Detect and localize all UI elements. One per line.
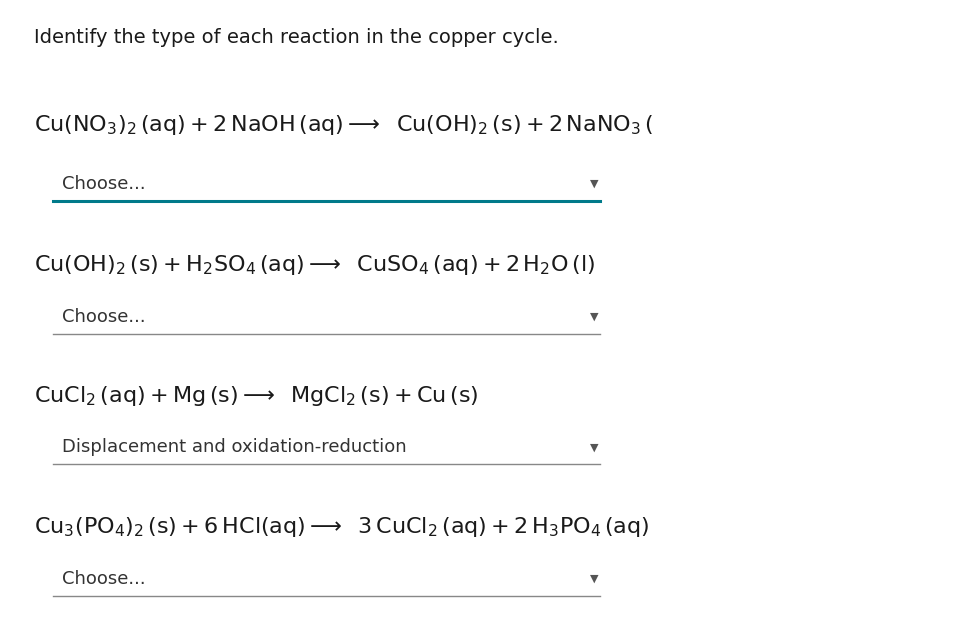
Text: ▼: ▼ [590, 574, 599, 584]
Text: ▼: ▼ [590, 442, 599, 452]
Text: ▼: ▼ [590, 312, 599, 322]
Text: Choose...: Choose... [62, 308, 146, 326]
Text: $\mathrm{Cu_3(PO_4)_2\,(s) + 6\,HCl(aq) \longrightarrow \;\; 3\,CuCl_2\,(aq) + 2: $\mathrm{Cu_3(PO_4)_2\,(s) + 6\,HCl(aq) … [34, 515, 649, 539]
Text: Displacement and oxidation-reduction: Displacement and oxidation-reduction [62, 439, 407, 456]
Text: ▼: ▼ [590, 179, 599, 189]
Text: $\mathrm{CuCl_2\,(aq) + Mg\,(s) \longrightarrow \;\; MgCl_2\,(s) + Cu\,(s)}$: $\mathrm{CuCl_2\,(aq) + Mg\,(s) \longrig… [34, 384, 478, 408]
Text: Identify the type of each reaction in the copper cycle.: Identify the type of each reaction in th… [34, 28, 559, 47]
Text: $\mathrm{Cu(NO_3)_2\,(aq) + 2\,NaOH\,(aq) \longrightarrow \;\; Cu(OH)_2\,(s) + 2: $\mathrm{Cu(NO_3)_2\,(aq) + 2\,NaOH\,(aq… [34, 113, 653, 137]
Text: Choose...: Choose... [62, 175, 146, 193]
Text: Choose...: Choose... [62, 570, 146, 588]
Text: $\mathrm{Cu(OH)_2\,(s) + H_2SO_4\,(aq) \longrightarrow \;\; CuSO_4\,(aq) + 2\,H_: $\mathrm{Cu(OH)_2\,(s) + H_2SO_4\,(aq) \… [34, 253, 594, 277]
